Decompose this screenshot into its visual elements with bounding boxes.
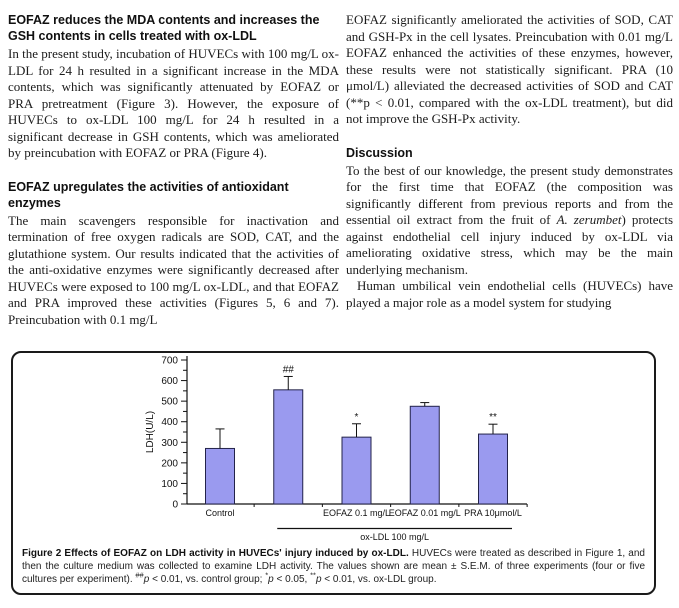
figure-2-box: 0 100 200 300 400 500 600 700 LDH(U/L) Control ## *…: [11, 351, 656, 595]
bar-4: [478, 433, 508, 505]
x-tick-label-4: PRA 10μmol/L: [464, 508, 522, 518]
y-tick-label: 600: [161, 376, 178, 387]
bar-1: [273, 389, 304, 505]
paragraph-mda-gsh: In the present study, incubation of HUVE…: [8, 46, 339, 160]
significance-marker-2: *: [355, 412, 359, 423]
y-tick-label: 100: [161, 479, 178, 490]
y-tick-label: 700: [161, 356, 178, 367]
bar-0: [205, 447, 235, 505]
section-heading-mda-gsh: EOFAZ reduces the MDA contents and incre…: [8, 13, 320, 43]
significance-marker-1: ##: [283, 364, 295, 375]
figure-2-caption: Figure 2 Effects of EOFAZ on LDH activit…: [22, 548, 645, 585]
paragraph-huvec-model: Human umbilical vein endothelial cells (…: [346, 278, 673, 310]
paragraph-antioxidant: The main scavengers responsible for inac…: [8, 212, 339, 327]
significance-marker-4: **: [489, 412, 497, 423]
ldh-bar-chart-svg: 0 100 200 300 400 500 600 700 LDH(U/L) Control ## *…: [145, 356, 528, 542]
bar-3: [409, 405, 440, 505]
left-column: EOFAZ reduces the MDA contents and incre…: [8, 12, 339, 328]
bar-2: [341, 436, 372, 505]
x-tick-label-0: Control: [205, 508, 234, 518]
ldh-bar-chart: 0 100 200 300 400 500 600 700 LDH(U/L) Control ## *…: [13, 353, 650, 549]
y-tick-label: 300: [161, 438, 178, 449]
paragraph-discussion: To the best of our knowledge, the presen…: [346, 162, 673, 277]
y-tick-label: 200: [161, 458, 178, 469]
section-heading-antioxidant: EOFAZ upregulates the activities of anti…: [8, 179, 289, 210]
y-tick-label: 500: [161, 397, 178, 408]
paragraph-enzyme-results: EOFAZ significantly ameliorated the acti…: [346, 12, 673, 126]
section-heading-discussion: Discussion: [346, 145, 413, 160]
x-tick-label-2: EOFAZ 0.1 mg/L: [323, 508, 390, 518]
y-tick-label: 0: [172, 500, 178, 511]
group-bracket-label: ox-LDL 100 mg/L: [360, 532, 429, 542]
right-column: EOFAZ significantly ameliorated the acti…: [346, 12, 673, 311]
y-tick-label: 400: [161, 417, 178, 428]
x-tick-label-3: EOFAZ 0.01 mg/L: [389, 508, 461, 518]
y-axis-title: LDH(U/L): [145, 411, 156, 453]
